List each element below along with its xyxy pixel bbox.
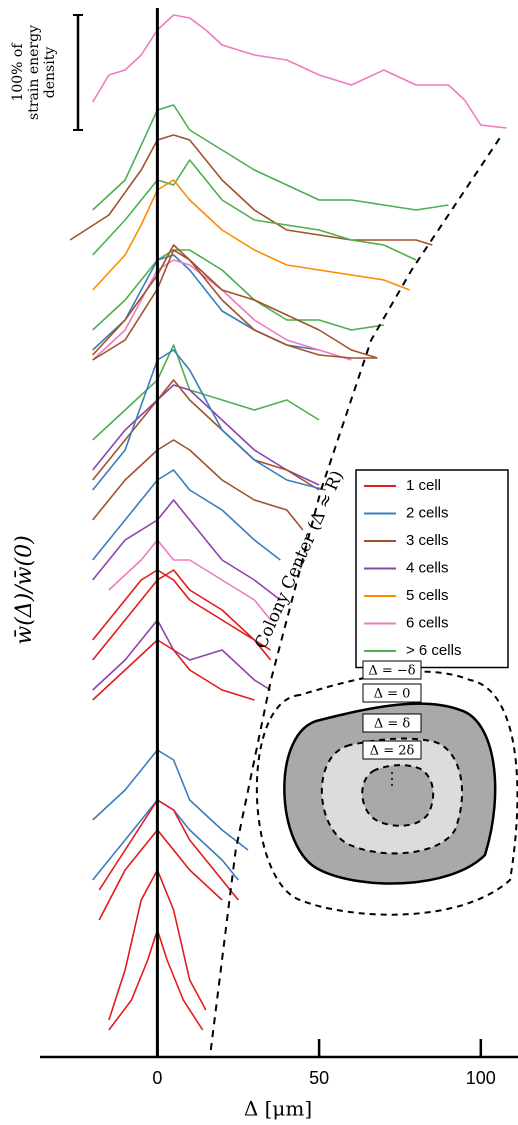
x-tick-label: 0 bbox=[152, 1068, 162, 1088]
legend-label: > 6 cells bbox=[406, 642, 461, 659]
series-line bbox=[108, 929, 204, 1031]
inset-label-box bbox=[362, 683, 422, 703]
series-line bbox=[92, 469, 281, 561]
scale-bar-label: density bbox=[42, 47, 58, 99]
series-line bbox=[92, 259, 352, 361]
series-line bbox=[92, 569, 272, 651]
x-tick-label: 100 bbox=[466, 1068, 496, 1088]
scale-bar-label: strain energy bbox=[26, 25, 42, 120]
series-line bbox=[108, 539, 272, 621]
series-line bbox=[69, 134, 433, 246]
inset-label: Δ = δ bbox=[374, 717, 411, 732]
series-line bbox=[98, 829, 223, 921]
series-line bbox=[92, 439, 304, 531]
legend-label: 1 cell bbox=[406, 477, 441, 494]
series-line bbox=[92, 344, 320, 441]
legend-label: 2 cells bbox=[406, 504, 449, 521]
scale-bar-label: 100% of bbox=[10, 42, 26, 102]
inset-label-box bbox=[362, 713, 422, 733]
series-line bbox=[92, 379, 320, 491]
series-line bbox=[92, 159, 417, 261]
inset-label-box bbox=[362, 740, 422, 760]
series-line bbox=[92, 349, 326, 491]
legend-label: 3 cells bbox=[406, 532, 449, 549]
series-line bbox=[98, 799, 239, 901]
inset-label: Δ = 0 bbox=[374, 687, 411, 702]
inset-label: Δ = −δ bbox=[368, 664, 415, 679]
dot bbox=[391, 772, 393, 774]
dot bbox=[391, 778, 393, 780]
legend-label: 5 cells bbox=[406, 587, 449, 604]
series-line bbox=[92, 569, 272, 661]
x-tick-label: 50 bbox=[309, 1068, 329, 1088]
boundary-label: Colony Center (Δ ≈ R) bbox=[251, 468, 348, 652]
series-line bbox=[92, 254, 320, 351]
series-line bbox=[92, 14, 507, 129]
inset-label-box bbox=[362, 660, 422, 680]
series-line bbox=[92, 749, 249, 851]
series-line bbox=[92, 499, 281, 601]
series-line bbox=[92, 249, 384, 331]
legend-label: 4 cells bbox=[406, 559, 449, 576]
series-line bbox=[92, 179, 410, 291]
series-line bbox=[92, 249, 378, 361]
dot bbox=[391, 784, 393, 786]
series-line bbox=[92, 639, 255, 701]
inset-label: Δ = 2δ bbox=[370, 744, 415, 759]
series-line bbox=[92, 619, 272, 691]
legend-label: 6 cells bbox=[406, 614, 449, 631]
x-axis-label: Δ [μm] bbox=[244, 1097, 312, 1121]
colony-center-boundary bbox=[209, 134, 503, 1051]
inset bbox=[255, 644, 518, 916]
y-axis-label: w̄(Δ)/w̄(0) bbox=[12, 535, 37, 644]
inset-core bbox=[361, 764, 435, 827]
inset-outer-contour bbox=[255, 670, 518, 916]
series-line bbox=[92, 244, 378, 359]
